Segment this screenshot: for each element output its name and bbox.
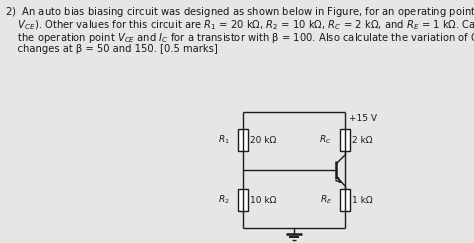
- Text: +15 V: +15 V: [349, 114, 377, 123]
- Text: changes at β = 50 and 150. [0.5 marks]: changes at β = 50 and 150. [0.5 marks]: [5, 44, 218, 54]
- Text: $R_E$: $R_E$: [320, 194, 332, 206]
- Text: the operation point $V_{CE}$ and $I_C$ for a transistor with β = 100. Also calcu: the operation point $V_{CE}$ and $I_C$ f…: [5, 31, 474, 45]
- Bar: [340, 129, 350, 151]
- Text: $V_{CE}$). Other values for this circuit are $R_1$ = 20 kΩ, $R_2$ = 10 kΩ, $R_C$: $V_{CE}$). Other values for this circuit…: [5, 18, 474, 32]
- Text: $R_1$: $R_1$: [218, 134, 230, 146]
- Text: 2)  An auto bias biasing circuit was designed as shown below in Figure, for an o: 2) An auto bias biasing circuit was desi…: [5, 5, 474, 19]
- Text: 2 kΩ: 2 kΩ: [352, 136, 373, 145]
- Text: $R_2$: $R_2$: [219, 194, 230, 206]
- Bar: [340, 189, 350, 211]
- Text: 20 kΩ: 20 kΩ: [250, 136, 276, 145]
- Text: 10 kΩ: 10 kΩ: [250, 196, 276, 205]
- Text: $R_C$: $R_C$: [319, 134, 332, 146]
- Bar: [238, 129, 248, 151]
- Bar: [238, 189, 248, 211]
- Text: 1 kΩ: 1 kΩ: [352, 196, 373, 205]
